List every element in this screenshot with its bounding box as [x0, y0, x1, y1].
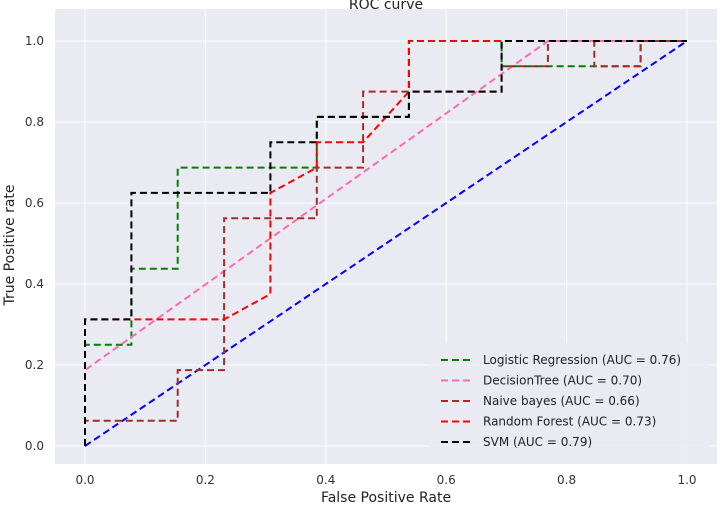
legend-box — [430, 343, 710, 464]
x-tick-label: 0.4 — [316, 473, 335, 487]
y-tick-label: 0.2 — [25, 358, 44, 372]
legend-entry-svm: SVM (AUC = 0.79) — [483, 435, 592, 449]
x-tick-label: 0.6 — [437, 473, 456, 487]
y-tick-label: 0.8 — [25, 115, 44, 129]
chart-title: ROC curve — [349, 0, 423, 13]
series-line-svm — [84, 40, 687, 446]
x-tick-label: 0.2 — [196, 473, 215, 487]
legend-entry-naive-bayes: Naive bayes (AUC = 0.66) — [483, 394, 640, 408]
y-tick-label: 0.4 — [25, 277, 44, 291]
legend-entry-logistic-regression: Logistic Regression (AUC = 0.76) — [483, 353, 681, 367]
legend: Logistic Regression (AUC = 0.76) Decision… — [430, 343, 710, 464]
y-ticks: 0.0 0.2 0.4 0.6 0.8 1.0 — [25, 34, 44, 453]
y-tick-label: 0.0 — [25, 439, 44, 453]
legend-entry-decisiontree: DecisionTree (AUC = 0.70) — [483, 374, 642, 388]
x-tick-label: 0.0 — [75, 473, 94, 487]
series-line-random-forest — [84, 40, 687, 446]
y-tick-label: 1.0 — [25, 34, 44, 48]
x-tick-label: 1.0 — [677, 473, 696, 487]
legend-entry-random-forest: Random Forest (AUC = 0.73) — [483, 415, 656, 429]
series-line-naive-bayes — [84, 40, 687, 446]
series-layer — [84, 40, 688, 447]
y-axis-label: True Positive rate — [2, 184, 18, 306]
x-ticks: 0.0 0.2 0.4 0.6 0.8 1.0 — [75, 473, 696, 487]
x-tick-label: 0.8 — [557, 473, 576, 487]
grid — [55, 9, 717, 464]
x-axis-label: False Positive Rate — [321, 490, 451, 506]
y-tick-label: 0.6 — [25, 196, 44, 210]
